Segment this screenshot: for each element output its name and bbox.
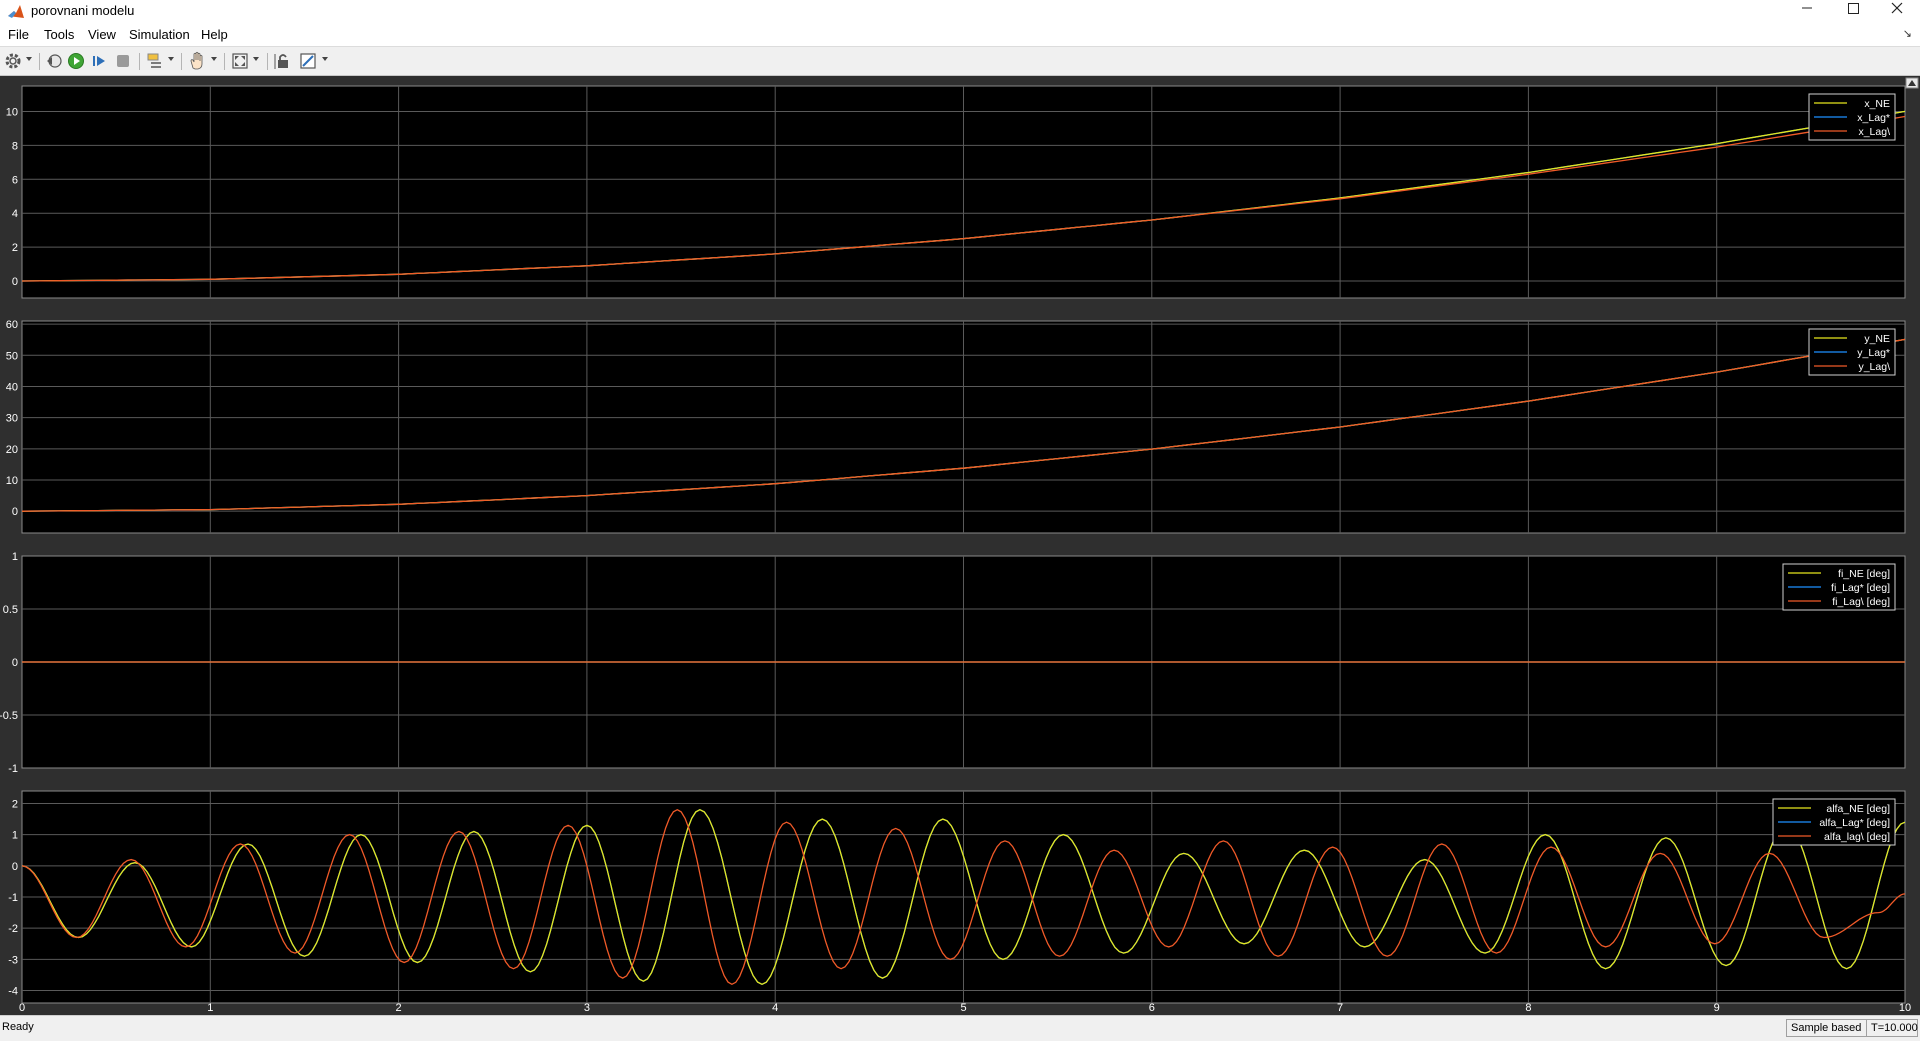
scope-display: 0 2 4 6 8 10 x_NE x_Lag* x_Lag\ 0 10 20 30 40 50 60 y_NE… bbox=[0, 76, 1920, 1015]
toolbar-separator bbox=[224, 53, 225, 70]
y-tick-label: 50 bbox=[6, 350, 18, 362]
y-tick-label: 4 bbox=[12, 208, 18, 220]
status-text: Ready bbox=[2, 1021, 34, 1033]
y-tick-label: 0 bbox=[12, 861, 18, 873]
y-tick-label: 30 bbox=[6, 413, 18, 425]
series-line-x-lag- bbox=[21, 115, 1906, 282]
menu-simulation[interactable]: Simulation bbox=[129, 27, 190, 42]
legend-entry: y_NE bbox=[1864, 333, 1890, 345]
maximize-button[interactable] bbox=[1830, 0, 1876, 24]
legend-entry: alfa_NE [deg] bbox=[1826, 803, 1890, 815]
x-tick-label: 10 bbox=[1899, 1002, 1911, 1014]
y-tick-label: 60 bbox=[6, 319, 18, 331]
pan-icon[interactable] bbox=[187, 51, 207, 71]
highlight-dropdown-icon[interactable] bbox=[168, 56, 174, 62]
highlight-icon[interactable] bbox=[145, 51, 165, 71]
y-tick-label: 8 bbox=[12, 140, 18, 152]
legend-entry: alfa_Lag* [deg] bbox=[1819, 817, 1890, 829]
legend-entry: alfa_lag\ [deg] bbox=[1824, 831, 1890, 843]
stop-icon[interactable] bbox=[113, 51, 133, 71]
zoom-dropdown-icon[interactable] bbox=[253, 56, 259, 62]
legend-entry: fi_NE [deg] bbox=[1838, 568, 1890, 580]
minimize-button[interactable] bbox=[1784, 0, 1830, 24]
step-forward-icon[interactable] bbox=[90, 51, 110, 71]
style-dropdown-icon[interactable] bbox=[322, 56, 328, 62]
status-bar: Ready Sample based T=10.000 bbox=[0, 1015, 1920, 1041]
legend-entry: x_Lag* bbox=[1857, 112, 1890, 124]
legend-entry: y_Lag\ bbox=[1858, 361, 1890, 373]
legend-entry: x_NE bbox=[1864, 98, 1890, 110]
y-tick-label: 1 bbox=[12, 830, 18, 842]
y-tick-label: 0 bbox=[12, 276, 18, 288]
y-tick-label: 0 bbox=[12, 657, 18, 669]
maximize-icon bbox=[1848, 3, 1859, 14]
x-tick-label: 4 bbox=[772, 1002, 778, 1014]
run-icon[interactable] bbox=[66, 51, 86, 71]
expand-axes-icon bbox=[1908, 80, 1916, 86]
zoom-fit-icon[interactable] bbox=[230, 51, 250, 71]
x-tick-label: 0 bbox=[19, 1002, 25, 1014]
y-tick-label: -0.5 bbox=[0, 710, 18, 722]
y-tick-label: 1 bbox=[12, 551, 18, 563]
y-tick-label: -1 bbox=[8, 892, 18, 904]
x-tick-label: 1 bbox=[207, 1002, 213, 1014]
settings-dropdown-icon[interactable] bbox=[26, 56, 32, 62]
menu-bar: File Tools View Simulation Help ↘ bbox=[0, 24, 1920, 46]
y-tick-label: -1 bbox=[8, 763, 18, 775]
close-icon bbox=[1891, 2, 1903, 14]
window-title: porovnani modelu bbox=[31, 3, 135, 18]
y-tick-label: 10 bbox=[6, 106, 18, 118]
scope-axes-canvas[interactable]: 0246810x_NEx_Lag*x_Lag\0102030405060y_NE… bbox=[0, 76, 1920, 1015]
x-tick-label: 3 bbox=[584, 1002, 590, 1014]
x-tick-label: 9 bbox=[1714, 1002, 1720, 1014]
x-tick-label: 5 bbox=[960, 1002, 966, 1014]
y-tick-label: 20 bbox=[6, 444, 18, 456]
title-bar: porovnani modelu bbox=[0, 0, 1920, 24]
lock-axes-icon[interactable] bbox=[273, 51, 293, 71]
y-tick-label: 0 bbox=[12, 506, 18, 518]
legend-entry: fi_Lag* [deg] bbox=[1831, 582, 1890, 594]
undock-arrow-icon[interactable]: ↘ bbox=[1902, 28, 1912, 40]
y-tick-label: -2 bbox=[8, 923, 18, 935]
menu-help[interactable]: Help bbox=[201, 27, 228, 42]
y-tick-label: 10 bbox=[6, 475, 18, 487]
y-tick-label: 0.5 bbox=[3, 604, 18, 616]
series-line-alfa-lag-deg- bbox=[21, 808, 1906, 986]
close-button[interactable] bbox=[1874, 0, 1920, 24]
toolbar-separator bbox=[267, 53, 268, 70]
legend-entry: y_Lag* bbox=[1857, 347, 1890, 359]
y-tick-label: 2 bbox=[12, 798, 18, 810]
x-tick-label: 6 bbox=[1149, 1002, 1155, 1014]
y-tick-label: 6 bbox=[12, 174, 18, 186]
x-tick-label: 7 bbox=[1337, 1002, 1343, 1014]
x-tick-label: 2 bbox=[396, 1002, 402, 1014]
y-tick-label: 2 bbox=[12, 242, 18, 254]
toolbar-separator bbox=[139, 53, 140, 70]
y-tick-label: -4 bbox=[8, 986, 18, 998]
legend-entry: x_Lag\ bbox=[1858, 126, 1890, 138]
toolbar-separator bbox=[181, 53, 182, 70]
legend-entry: fi_Lag\ [deg] bbox=[1832, 596, 1890, 608]
matlab-logo-icon bbox=[8, 5, 24, 18]
minimize-icon bbox=[1802, 7, 1812, 9]
toolbar bbox=[0, 46, 1920, 76]
menu-file[interactable]: File bbox=[8, 27, 29, 42]
settings-icon[interactable] bbox=[3, 51, 23, 71]
y-tick-label: 40 bbox=[6, 381, 18, 393]
menu-view[interactable]: View bbox=[88, 27, 116, 42]
x-tick-label: 8 bbox=[1525, 1002, 1531, 1014]
toolbar-separator bbox=[39, 53, 40, 70]
series-line-y-lag- bbox=[21, 338, 1906, 512]
style-icon[interactable] bbox=[298, 51, 318, 71]
simulation-time: T=10.000 bbox=[1866, 1019, 1918, 1037]
step-back-icon[interactable] bbox=[44, 51, 64, 71]
pan-dropdown-icon[interactable] bbox=[211, 56, 217, 62]
menu-tools[interactable]: Tools bbox=[44, 27, 75, 42]
y-tick-label: -3 bbox=[8, 954, 18, 966]
sample-mode-indicator: Sample based bbox=[1786, 1019, 1870, 1037]
series-line-alfa-ne-deg- bbox=[21, 808, 1906, 986]
